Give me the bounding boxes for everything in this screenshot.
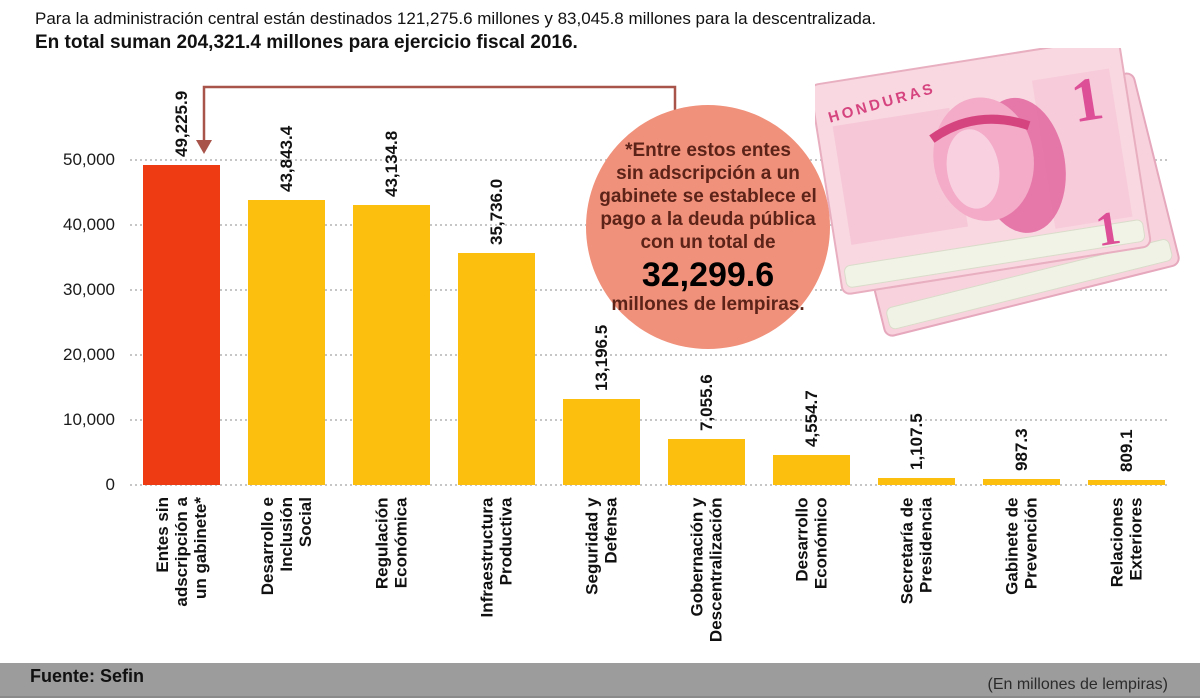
y-axis-tick-label: 30,000 bbox=[63, 280, 115, 299]
bar bbox=[773, 455, 850, 485]
bar-category-label: Infraestructura Productiva bbox=[477, 497, 516, 618]
bar bbox=[878, 478, 955, 485]
bar-value-label: 35,736.0 bbox=[486, 178, 506, 245]
bar bbox=[458, 253, 535, 485]
bar bbox=[668, 439, 745, 485]
bar-category-label: Gobernación y Descentralización bbox=[687, 497, 726, 643]
bar-category-label: Desarrollo e Inclusión Social bbox=[258, 497, 315, 596]
y-axis-tick-label: 50,000 bbox=[63, 150, 115, 169]
units-label: (En millones de lempiras) bbox=[987, 676, 1168, 693]
annotation-circle: *Entre estos entes sin adscripción a un … bbox=[586, 105, 830, 349]
annotation-text: *Entre estos entes sin adscripción a un … bbox=[599, 139, 817, 253]
bar bbox=[248, 200, 325, 485]
header: Para la administración central están des… bbox=[35, 7, 876, 55]
bar-category-label: Secretaría de Presidencia bbox=[897, 497, 936, 605]
bar-category-label: Seguridad y Defensa bbox=[582, 497, 621, 595]
bar-category-label: Gabinete de Prevención bbox=[1002, 497, 1041, 595]
y-axis-tick-label: 0 bbox=[105, 475, 115, 494]
gridline bbox=[130, 484, 1168, 486]
gridline bbox=[130, 354, 1168, 356]
bar bbox=[1088, 480, 1165, 485]
bar-category-label: Desarrollo Económico bbox=[792, 497, 831, 590]
y-axis-tick-label: 20,000 bbox=[63, 345, 115, 364]
gridline bbox=[130, 419, 1168, 421]
bar-category-label: Regulación Económica bbox=[372, 497, 411, 590]
annotation-amount: 32,299.6 bbox=[641, 255, 775, 294]
bar-value-label: 43,134.8 bbox=[381, 130, 401, 197]
bar-category-label: Relaciones Exteriores bbox=[1107, 497, 1146, 588]
bar bbox=[143, 165, 220, 485]
annotation-amount-caption: millones de lempiras. bbox=[611, 293, 805, 315]
bar bbox=[983, 479, 1060, 485]
y-axis-tick-label: 40,000 bbox=[63, 215, 115, 234]
footer-bar: Fuente: Sefin (En millones de lempiras) bbox=[0, 663, 1200, 698]
bar bbox=[353, 205, 430, 485]
lempira-banknotes-illustration: 1 HONDURAS 1 1 bbox=[815, 48, 1180, 337]
bar bbox=[563, 399, 640, 485]
bar-value-label: 49,225.9 bbox=[171, 90, 191, 157]
y-axis-tick-label: 10,000 bbox=[63, 410, 115, 429]
intro-text: Para la administración central están des… bbox=[35, 9, 877, 28]
source-label: Fuente: Sefin bbox=[30, 666, 145, 686]
bar-category-label: Entes sin adscripción a un gabinete* bbox=[153, 497, 210, 607]
chart-title: En total suman 204,321.4 millones para e… bbox=[35, 32, 578, 53]
bar-value-label: 43,843.4 bbox=[276, 125, 296, 192]
